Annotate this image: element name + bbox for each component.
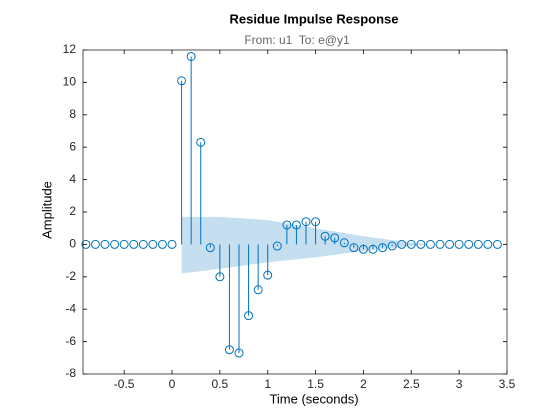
x-tick-label: 1.5 (307, 377, 324, 391)
stem-marker (425, 239, 435, 249)
axes-box (82, 49, 508, 375)
stem-marker (320, 231, 330, 241)
x-tick-label: 0 (169, 377, 176, 391)
stem-marker (110, 239, 120, 249)
stem-marker (282, 220, 292, 230)
x-tick-label: 2 (360, 377, 367, 391)
y-tick-label: 0 (69, 237, 76, 251)
y-tick-label: 6 (69, 139, 76, 153)
y-tick-label: -6 (65, 334, 76, 348)
stem-marker (406, 239, 416, 249)
stem-marker (100, 239, 110, 249)
stem-marker (244, 311, 254, 321)
stem-marker (90, 239, 100, 249)
chart-subtitle: From: u1 To: e@y1 (244, 33, 350, 47)
y-tick-label: 10 (63, 75, 77, 89)
stem-marker (368, 244, 378, 254)
stem-marker (186, 51, 196, 61)
stem-marker (464, 239, 474, 249)
x-tick-label: 3.5 (499, 377, 516, 391)
stem-marker (416, 239, 426, 249)
stem-marker (215, 272, 225, 282)
stem-marker (177, 76, 187, 86)
stem-marker (129, 239, 139, 249)
stem-marker (454, 239, 464, 249)
x-axis-label: Time (seconds) (269, 391, 358, 406)
stem-marker (119, 239, 129, 249)
stem-marker (483, 239, 493, 249)
y-tick-label: 2 (69, 204, 76, 218)
stem-marker (138, 239, 148, 249)
stem-marker (196, 137, 206, 147)
stem-marker (205, 243, 215, 253)
y-axis-label: Amplitude (39, 181, 54, 239)
stem-marker (224, 345, 234, 355)
y-tick-label: 4 (69, 172, 76, 186)
stem-marker (445, 239, 455, 249)
y-tick-label: 12 (63, 42, 77, 56)
x-tick-label: 2.5 (403, 377, 420, 391)
y-tick-label: -8 (65, 366, 76, 380)
y-tick-label: -2 (65, 269, 76, 283)
confidence-band (181, 216, 431, 274)
stem-marker (387, 241, 397, 251)
stem-marker (291, 220, 301, 230)
x-tick-label: -0.5 (114, 377, 135, 391)
x-tick-label: 3 (456, 377, 463, 391)
stem-marker (339, 238, 349, 248)
y-tick-label: -4 (65, 301, 76, 315)
stem-marker (157, 239, 167, 249)
stem-marker (167, 239, 177, 249)
chart-title: Residue Impulse Response (229, 11, 398, 26)
stem-marker (397, 239, 407, 249)
stem-marker (378, 243, 388, 253)
stem-marker (492, 239, 502, 249)
stem-marker (435, 239, 445, 249)
stem-marker (311, 217, 321, 227)
stem-marker (263, 270, 273, 280)
stem-marker (272, 241, 282, 251)
stem-marker (301, 217, 311, 227)
stem-marker (81, 239, 91, 249)
x-tick-label: 0.5 (212, 377, 229, 391)
stem-marker (253, 285, 263, 295)
x-tick-label: 1 (264, 377, 271, 391)
stem-marker (234, 348, 244, 358)
stem-marker (349, 243, 359, 253)
y-tick-label: 8 (69, 107, 76, 121)
stem-marker (473, 239, 483, 249)
stem-marker (358, 244, 368, 254)
stem-marker (330, 233, 340, 243)
stem-marker (148, 239, 158, 249)
